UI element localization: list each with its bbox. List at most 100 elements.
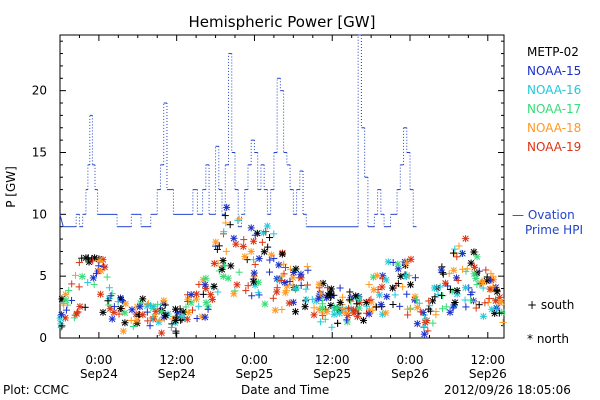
north-point (202, 285, 210, 293)
north-point (62, 296, 70, 304)
north-point (310, 311, 318, 319)
south-point (270, 230, 278, 238)
y-tick-label: 0 (39, 331, 47, 345)
north-point (330, 310, 338, 318)
south-point (345, 304, 353, 312)
south-point (226, 221, 234, 229)
north-point (430, 284, 438, 292)
south-point (280, 260, 288, 268)
north-point (377, 301, 385, 309)
north-point (365, 310, 373, 318)
chart-title: Hemispheric Power [GW] (189, 13, 376, 31)
south-point (248, 292, 256, 300)
south-point (462, 303, 470, 311)
south-point (434, 290, 442, 298)
north-point (232, 240, 240, 248)
ovation-segment (59, 214, 64, 227)
mark-stroke (133, 316, 141, 324)
north-point (383, 293, 391, 301)
south-point (389, 300, 397, 308)
north-point (394, 260, 402, 268)
north-point (255, 255, 263, 263)
north-point (453, 287, 461, 295)
mark-stroke (73, 310, 80, 317)
mark-stroke (498, 298, 505, 305)
south-point (489, 283, 497, 291)
mark-stroke (382, 309, 389, 317)
mark-stroke (162, 312, 169, 319)
mark-stroke (450, 267, 457, 274)
north-point (420, 330, 428, 338)
south-point (269, 294, 277, 302)
north-point (323, 307, 331, 315)
north-point (233, 281, 241, 289)
north-point (263, 222, 271, 230)
mark-stroke (251, 269, 258, 277)
x-tick-time-label: 12:00 (159, 353, 194, 367)
mark-stroke (184, 316, 191, 323)
north-point (97, 290, 105, 298)
south-point (326, 290, 334, 298)
mark-stroke (219, 257, 227, 264)
north-point (382, 276, 390, 284)
south-point (127, 316, 135, 324)
mark-stroke (488, 306, 495, 313)
mark-stroke (453, 287, 461, 294)
north-point (470, 270, 478, 278)
mark-stroke (122, 300, 129, 307)
mark-stroke (211, 260, 218, 267)
mark-stroke (383, 293, 390, 300)
mark-stroke (99, 309, 107, 316)
south-point (346, 288, 354, 296)
north-point (218, 265, 226, 273)
south-point (289, 281, 297, 289)
south-point (493, 287, 501, 295)
south-point (485, 294, 493, 302)
mark-stroke (233, 281, 241, 288)
north-point (179, 308, 187, 316)
south-point (399, 283, 407, 291)
north-point (212, 238, 220, 246)
mark-stroke (117, 305, 124, 312)
south-point (442, 303, 450, 311)
south-point (444, 282, 452, 290)
mark-stroke (319, 305, 326, 312)
north-point (207, 291, 215, 299)
x-tick-time-label: 12:00 (315, 353, 350, 367)
mark-stroke (317, 290, 324, 297)
mark-stroke (230, 290, 237, 297)
mark-stroke (297, 271, 305, 278)
mark-stroke (193, 290, 200, 298)
north-point (201, 313, 209, 321)
north-point (160, 297, 168, 305)
south-point (214, 288, 222, 296)
mark-stroke (374, 272, 381, 279)
south-point (103, 273, 111, 281)
mark-stroke (58, 311, 65, 318)
legend-ovation: — Ovation Prime HPI (512, 208, 583, 238)
mark-stroke (264, 222, 271, 230)
north-point (210, 259, 218, 267)
north-point (57, 311, 65, 319)
south-point (234, 216, 242, 224)
mark-stroke (225, 275, 232, 282)
mark-stroke (158, 307, 166, 314)
north-point (219, 273, 227, 281)
south-point (149, 314, 157, 322)
mark-stroke (342, 309, 349, 316)
south-point (89, 257, 97, 265)
mark-stroke (467, 259, 475, 267)
x-tick-date-label: Sep26 (469, 367, 507, 381)
mark-stroke (202, 275, 210, 282)
mark-stroke (187, 299, 195, 306)
north-point (450, 301, 458, 309)
legend-ovation-line2: Prime HPI (525, 223, 583, 237)
south-point (339, 293, 347, 301)
south-point (235, 268, 243, 276)
mark-stroke (451, 299, 459, 306)
north-point (479, 279, 487, 287)
south-point (328, 323, 336, 331)
legend-item-metp-02: METP-02 (527, 45, 579, 59)
north-point (108, 315, 116, 323)
south-point (425, 297, 433, 305)
